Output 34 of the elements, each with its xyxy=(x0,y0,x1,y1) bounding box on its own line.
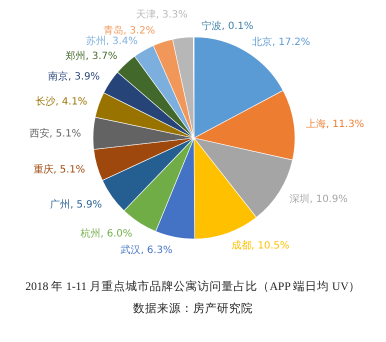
slice-label: 苏州 xyxy=(86,35,106,48)
slice-label: 上海 xyxy=(306,118,326,130)
slice-label: 北京 xyxy=(252,36,272,48)
slice-label: 杭州 xyxy=(79,228,100,240)
slice-label: 成都 xyxy=(231,240,252,252)
data-label: , 3.9% xyxy=(68,71,100,82)
data-label: , 6.0% xyxy=(100,228,132,240)
data-label: , 10.5% xyxy=(251,240,290,252)
source-note: 数据来源：房产研究院 xyxy=(133,301,253,315)
text: 2018 年 1-11 月重点城市品牌公寓访问量占比（APP 端日均 UV） xyxy=(25,279,361,293)
slice-label: 郑州 xyxy=(66,50,86,62)
slice-label: 天津 xyxy=(136,8,156,21)
data-label: , 3.7% xyxy=(86,50,118,62)
slice-label: 武汉 xyxy=(120,244,141,256)
data-label: , 5.1% xyxy=(53,164,86,176)
slice-label: 广州 xyxy=(50,198,70,211)
slice-label: 宁波 xyxy=(202,20,222,32)
data-label: , 6.3% xyxy=(140,244,172,256)
data-label: , 17.2% xyxy=(272,37,310,48)
slice-label: 重庆 xyxy=(33,164,54,176)
data-label: , 11.3% xyxy=(326,118,364,130)
data-label: , 3.3% xyxy=(156,10,188,21)
data-label: , 10.9% xyxy=(310,194,348,206)
data-label: , 3.2% xyxy=(123,26,156,37)
slice-label: 西安 xyxy=(29,128,50,140)
data-label: , 5.1% xyxy=(49,128,82,140)
slice-label: 青岛 xyxy=(103,24,124,37)
data-label: , 4.1% xyxy=(56,96,88,108)
slice-label: 南京 xyxy=(48,70,68,82)
data-label: , 5.9% xyxy=(70,200,102,211)
slice-label: 深圳 xyxy=(290,193,310,206)
data-label: , 3.4% xyxy=(106,36,138,48)
slice-label: 长沙 xyxy=(36,96,56,108)
data-label: , 0.1% xyxy=(222,21,254,32)
